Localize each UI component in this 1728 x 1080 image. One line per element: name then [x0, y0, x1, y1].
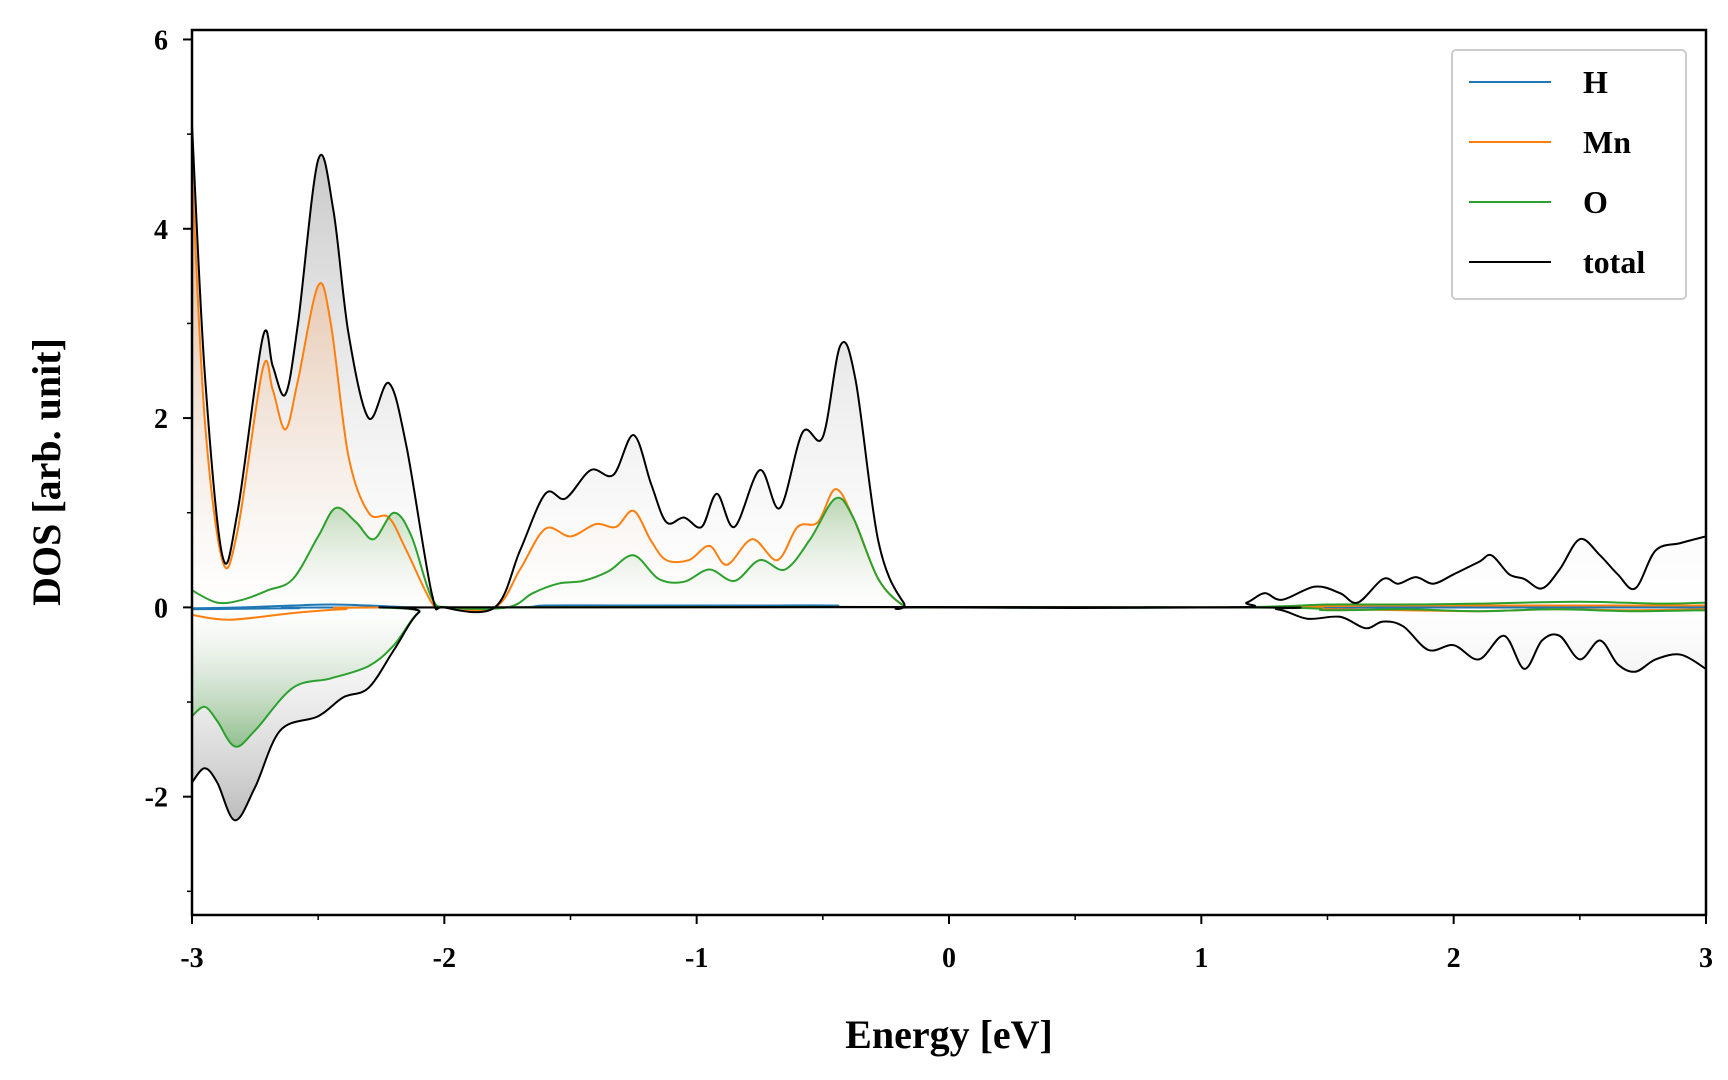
- y-tick-label: 6: [154, 25, 168, 56]
- series-total-down-line: [192, 605, 1706, 822]
- y-axis-label: DOS [arb. unit]: [24, 338, 69, 606]
- legend-label-o: O: [1583, 184, 1608, 220]
- y-tick-label: 2: [154, 404, 168, 435]
- legend-label-total: total: [1583, 244, 1645, 280]
- x-tick-label: -3: [180, 943, 203, 974]
- x-tick-label: 1: [1194, 943, 1208, 974]
- y-tick-label: 4: [154, 215, 168, 246]
- x-tick-label: 3: [1699, 943, 1713, 974]
- fill-o-down: [192, 606, 1706, 747]
- legend-box: [1451, 49, 1687, 300]
- x-axis-label: Energy [eV]: [845, 1012, 1053, 1057]
- fill-total-down: [192, 606, 1706, 821]
- fill-o-up: [192, 497, 1706, 609]
- x-tick-label: 2: [1447, 943, 1461, 974]
- x-tick-label: -2: [433, 943, 456, 974]
- x-tick-label: -1: [685, 943, 708, 974]
- series-lines: [192, 124, 1706, 822]
- area-fills: [192, 124, 1706, 821]
- y-tick-label: -2: [145, 783, 168, 814]
- legend-label-h: H: [1583, 64, 1608, 100]
- axes: -3 -2 -1 0 1 2 3 -2 0 2 4 6: [145, 25, 1713, 974]
- legend-label-mn: Mn: [1583, 124, 1631, 160]
- y-tick-label: 0: [154, 593, 168, 624]
- x-tick-label: 0: [942, 943, 956, 974]
- series-total-up-line: [192, 124, 1706, 614]
